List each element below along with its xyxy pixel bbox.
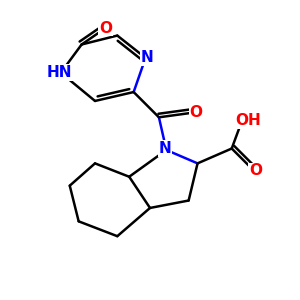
Text: N: N: [158, 141, 171, 156]
Text: N: N: [141, 50, 153, 65]
Text: O: O: [99, 21, 112, 36]
Text: HN: HN: [46, 65, 72, 80]
Text: OH: OH: [235, 113, 261, 128]
Text: O: O: [190, 105, 202, 120]
Text: O: O: [249, 163, 262, 178]
